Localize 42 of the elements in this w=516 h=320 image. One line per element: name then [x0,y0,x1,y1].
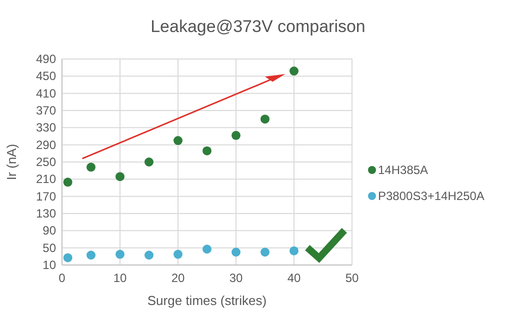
point [144,158,154,166]
y-tick-label: 90 [42,224,56,238]
point [232,248,240,257]
point [63,253,72,262]
point [232,130,240,140]
point [86,162,96,172]
y-tick-label: 370 [36,104,56,118]
point [144,250,154,260]
x-tick-label: 50 [345,271,359,285]
point [63,178,72,187]
y-tick-label: 50 [42,240,56,255]
y-tick-label: 410 [36,86,56,100]
y-tick-label: 210 [36,172,56,186]
y-tick-label: 330 [36,120,56,135]
point [86,250,96,260]
x-tick-label: 30 [229,271,243,285]
x-tick-label: 10 [113,271,127,285]
x-tick-label: 0 [58,271,66,285]
point [290,246,298,256]
point [260,248,270,257]
x-axis-title: Surge times (strikes) [147,293,267,308]
y-tick-label: 130 [36,206,56,220]
x-tick-label: 40 [287,271,301,285]
y-tick-label: 490 [36,52,56,66]
y-axis-title: Ir (nA) [4,144,19,180]
point [174,136,182,146]
point [116,250,124,259]
legend-label: P3800S3+14H250A [378,189,484,203]
point [202,244,212,254]
legend-label: 14H385A [378,163,428,177]
point [202,146,212,156]
y-tick-label: 170 [36,189,56,204]
y-tick-label: 10 [42,258,56,272]
point [174,250,182,259]
x-tick-label: 20 [171,271,185,285]
point [290,66,298,76]
y-tick-label: 290 [36,138,56,152]
point [260,114,270,124]
y-tick-label: 250 [36,155,56,169]
y-tick-label: 450 [36,69,56,84]
chart-title: Leakage@373V comparison [150,17,366,36]
point [116,172,124,182]
